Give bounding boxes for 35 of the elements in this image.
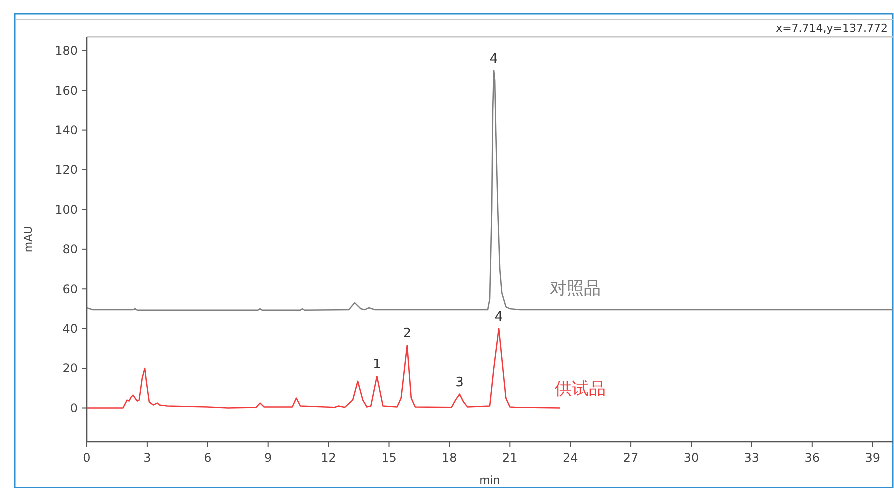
y-tick-label: 100 — [55, 202, 78, 217]
y-tick-label: 160 — [55, 84, 78, 98]
x-tick-label: 18 — [442, 451, 458, 465]
annotation: 1 — [373, 357, 382, 372]
x-tick-label: 6 — [204, 451, 212, 465]
x-tick-label: 3 — [144, 451, 152, 465]
series-label: 对照品 — [550, 278, 602, 299]
x-tick-label: 15 — [382, 451, 397, 465]
annotation: 4 — [490, 52, 498, 67]
x-tick-label: 12 — [321, 451, 336, 465]
series-label: 供试品 — [555, 379, 606, 400]
annotation: 3 — [456, 375, 464, 390]
line-series — [86, 70, 894, 312]
y-tick-label: 180 — [55, 44, 78, 58]
x-tick-label: 24 — [562, 451, 578, 465]
text: x=7.714,y=137.772 — [776, 22, 888, 35]
y-tick-label: 0 — [70, 401, 78, 416]
annotation: 4 — [494, 310, 504, 325]
x-tick-label: 27 — [623, 451, 639, 465]
x-tick-label: 30 — [684, 451, 700, 465]
x-tick-label: 0 — [83, 451, 91, 465]
x-tick-label: 36 — [804, 451, 820, 465]
annotation: 2 — [403, 326, 412, 342]
y-tick-label: 60 — [62, 282, 78, 296]
x-tick-label: 33 — [744, 451, 760, 465]
y-tick-label: 80 — [62, 242, 78, 257]
x-tick-label: 9 — [264, 451, 272, 465]
x-tick-label: 39 — [865, 451, 880, 465]
x-tick-label: 21 — [502, 451, 518, 465]
y-tick-label: 120 — [55, 163, 78, 178]
y-tick-label: 40 — [62, 322, 78, 336]
y-axis-title: mAU — [22, 226, 35, 253]
y-tick-label: 20 — [62, 362, 78, 376]
x-axis-title: min — [480, 474, 500, 487]
y-tick-label: 140 — [55, 124, 78, 138]
